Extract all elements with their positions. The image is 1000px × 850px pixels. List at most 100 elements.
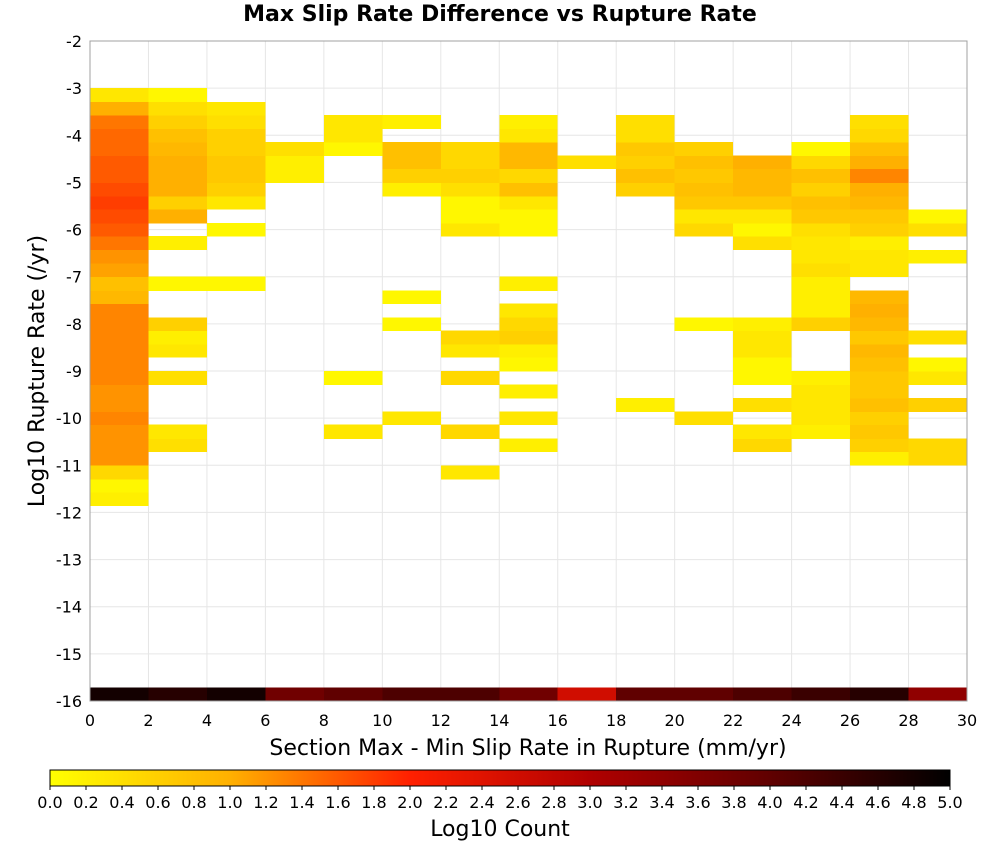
- heatmap-cell-c5-2: [382, 290, 441, 304]
- heatmap-cell-c13-16: [850, 222, 909, 237]
- heatmap-cell-c10-7: [674, 155, 734, 170]
- heatmap-cell-c6-12: [440, 687, 500, 702]
- heatmap-cell-c2-2: [206, 196, 266, 210]
- heatmap-cell-c14-3: [908, 371, 967, 386]
- x-tick-label-1: 2: [143, 711, 153, 730]
- heatmap-cell-c3-2: [265, 141, 324, 156]
- heatmap-cell-c9-5: [616, 128, 675, 143]
- heatmap-cell-c14-4: [908, 357, 967, 372]
- heatmap-cell-c6-4: [440, 330, 500, 345]
- heatmap-cell-c5-7: [382, 115, 441, 130]
- heatmap-cell-c2-4: [206, 168, 266, 183]
- heatmap-cell-c1-16: [148, 101, 207, 116]
- heatmap-cell-c9-7: [616, 687, 675, 702]
- heatmap-cell-c0-2: [90, 465, 149, 480]
- heatmap-cell-c11-2: [733, 397, 792, 412]
- heatmap-cell-c10-9: [674, 687, 734, 702]
- colorbar-tick-label-16: 3.2: [613, 793, 638, 812]
- heatmap-cell-c12-19: [791, 687, 851, 702]
- heatmap-cell-c9-1: [616, 182, 675, 197]
- heatmap-cell-c10-0: [674, 411, 734, 426]
- y-tick-label-9: -11: [56, 456, 82, 475]
- heatmap-cell-c13-5: [850, 384, 909, 399]
- colorbar-tick-labels: 0.0 0.2 0.4 0.6 0.8 1.0 1.2 1.4 1.6 1.8 2.0 2.2 2.4 2…: [37, 786, 963, 812]
- colorbar-tick-label-8: 1.6: [325, 793, 350, 812]
- heatmap-cell-c2-9: [206, 101, 266, 116]
- colorbar-tick-label-1: 0.2: [73, 793, 98, 812]
- heatmap-cell-c11-0: [733, 438, 792, 453]
- heatmap-cell-c12-10: [791, 249, 851, 264]
- plot-frame: [89, 40, 968, 702]
- heatmap-cell-c0-14: [90, 303, 149, 318]
- heatmap-cell-c4-2: [323, 141, 383, 156]
- heatmap-cell-c7-5: [499, 330, 558, 345]
- heatmap-cell-c2-0: [206, 276, 266, 291]
- heatmap-cell-c0-17: [90, 263, 149, 278]
- heatmap-cell-c12-12: [791, 222, 851, 237]
- heatmap-cell-c0-20: [90, 222, 149, 237]
- heatmap-cell-c7-3: [499, 357, 558, 372]
- heatmap-cell-c13-22: [850, 141, 909, 156]
- heatmap-cell-c6-1: [440, 424, 500, 439]
- heatmap-cell-c7-12: [499, 182, 558, 197]
- x-axis-title: Section Max - Min Slip Rate in Rupture (…: [269, 736, 786, 761]
- heatmap-cell-c10-4: [674, 196, 734, 210]
- y-tick-label-5: -7: [66, 268, 82, 287]
- heatmap-cell-c3-0: [265, 168, 324, 183]
- heatmap-cell-c0-5: [90, 424, 149, 439]
- x-tick-label-4: 8: [319, 711, 329, 730]
- heatmap-cell-c11-14: [733, 155, 792, 170]
- heatmap-cell-c6-2: [440, 371, 500, 386]
- heatmap-cell-c11-5: [733, 344, 792, 358]
- heatmap-cell-c13-13: [850, 263, 909, 278]
- heatmap-cell-c0-7: [90, 397, 149, 412]
- heatmap-cell-c4-4: [323, 115, 383, 130]
- heatmap-cell-c11-6: [733, 330, 792, 345]
- heatmap-cell-c12-4: [791, 371, 851, 386]
- heatmap-cell-c12-2: [791, 397, 851, 412]
- heatmap-cell-c9-6: [616, 115, 675, 130]
- heatmap-cell-c12-1: [791, 411, 851, 426]
- heatmap-cell-c0-24: [90, 168, 149, 183]
- heatmap-cell-c10-3: [674, 209, 734, 224]
- y-tick-label-6: -8: [66, 315, 82, 334]
- heatmap-cell-c9-0: [616, 397, 675, 412]
- heatmap-cell-c1-4: [148, 330, 207, 345]
- heatmap-cell-c12-6: [791, 303, 851, 318]
- heatmap-cell-c1-11: [148, 168, 207, 183]
- heatmap-cell-c11-13: [733, 168, 792, 183]
- heatmap-cell-c7-6: [499, 317, 558, 331]
- heatmap-cell-c3-1: [265, 155, 324, 170]
- heatmap-cell-c13-15: [850, 236, 909, 251]
- heatmap-cell-c0-9: [90, 371, 149, 386]
- y-tick-label-7: -9: [66, 362, 82, 381]
- x-tick-label-2: 4: [202, 711, 212, 730]
- heatmap-cell-c11-7: [733, 317, 792, 331]
- heatmap-cell-c7-10: [499, 209, 558, 224]
- heatmap-cell-c13-4: [850, 397, 909, 412]
- heatmap-cell-c13-2: [850, 424, 909, 439]
- heatmap-cell-c1-15: [148, 115, 207, 130]
- y-tick-label-1: -3: [66, 79, 82, 98]
- colorbar-tick-label-20: 4.0: [757, 793, 782, 812]
- heatmap-cell-c0-0: [90, 492, 149, 507]
- y-tick-label-2: -4: [66, 126, 82, 145]
- colorbar-title: Log10 Count: [430, 817, 570, 842]
- heatmap-cell-c0-18: [90, 249, 149, 264]
- heatmap-cell-c5-0: [382, 411, 441, 426]
- x-tick-label-6: 12: [431, 711, 451, 730]
- heatmap-cell-c6-8: [440, 182, 500, 197]
- heatmap-cell-c1-2: [148, 371, 207, 386]
- heatmap-cell-c14-1: [908, 438, 967, 453]
- heatmap-cell-c13-7: [850, 357, 909, 372]
- x-tick-label-3: 6: [260, 711, 270, 730]
- heatmap-cell-c13-0: [850, 451, 909, 466]
- heatmap-cell-c12-0: [791, 424, 851, 439]
- heatmap-cell-c10-1: [674, 317, 734, 331]
- x-tick-label-7: 14: [489, 711, 509, 730]
- heatmap-cell-c5-5: [382, 155, 441, 170]
- x-tick-labels: 0 2 4 6 8 10 12 14 16 18 20 22 24 26 28 30: [85, 711, 977, 730]
- heatmap-cell-c13-24: [850, 115, 909, 130]
- heatmap-cell-c10-6: [674, 168, 734, 183]
